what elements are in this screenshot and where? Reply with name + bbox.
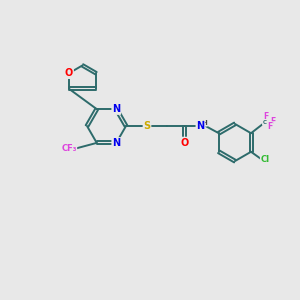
Text: O: O (65, 68, 73, 78)
Text: N: N (112, 138, 120, 148)
Text: N: N (112, 104, 120, 114)
Text: F: F (270, 117, 275, 126)
Text: F: F (263, 112, 268, 121)
Text: S: S (143, 121, 151, 131)
Text: Cl: Cl (260, 155, 270, 164)
Text: CF₃: CF₃ (61, 144, 76, 153)
Text: F: F (267, 122, 272, 131)
Text: N: N (196, 121, 205, 131)
Text: C: C (262, 120, 266, 125)
Text: O: O (180, 137, 189, 148)
Text: H: H (201, 120, 207, 126)
